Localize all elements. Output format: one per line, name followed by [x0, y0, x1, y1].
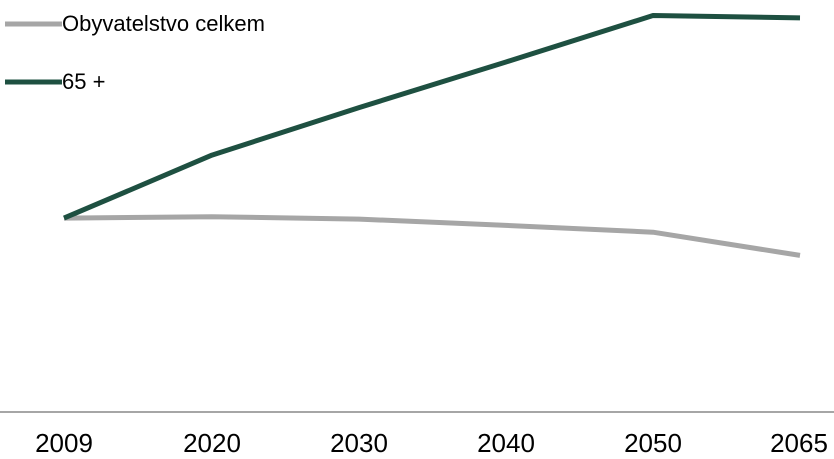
x-tick-label-2065: 2065 — [770, 428, 828, 458]
x-axis-tick-labels: 2009 2020 2030 2040 2050 2065 — [35, 428, 828, 458]
x-tick-label-2040: 2040 — [477, 428, 535, 458]
legend: Obyvatelstvo celkem 65 + — [5, 11, 265, 94]
series-line-total-population — [63, 214, 801, 258]
series-layer — [63, 13, 801, 258]
legend-item-total-population: Obyvatelstvo celkem — [5, 11, 265, 36]
x-tick-label-2020: 2020 — [183, 428, 241, 458]
x-tick-label-2030: 2030 — [330, 428, 388, 458]
legend-label-65-plus: 65 + — [62, 69, 105, 94]
legend-item-65-plus: 65 + — [5, 69, 105, 94]
series-line-65-plus — [63, 13, 801, 221]
x-tick-label-2050: 2050 — [624, 428, 682, 458]
x-tick-label-2009: 2009 — [35, 428, 93, 458]
legend-label-total-population: Obyvatelstvo celkem — [62, 11, 265, 36]
